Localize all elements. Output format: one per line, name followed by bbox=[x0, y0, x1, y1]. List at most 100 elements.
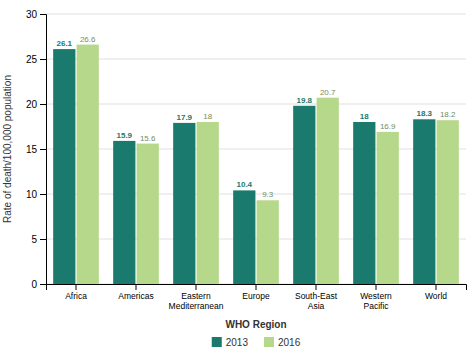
x-tick-label-line: Africa bbox=[65, 291, 87, 301]
x-tick-label-line: World bbox=[425, 291, 447, 301]
bars bbox=[53, 45, 459, 284]
y-tick-mark bbox=[40, 194, 46, 195]
data-label: 15.9 bbox=[117, 131, 133, 140]
y-tick-mark bbox=[40, 59, 46, 60]
y-tick: 15 bbox=[26, 144, 46, 155]
grid-line bbox=[46, 59, 466, 60]
bar bbox=[77, 45, 99, 284]
plot: 0 5 10 15 20 25 30 Africa Americas EasternMediter… bbox=[2, 9, 467, 330]
legend: 2013 2016 bbox=[212, 337, 301, 348]
x-tick-label: Europe bbox=[242, 291, 270, 301]
x-tick-mark bbox=[256, 284, 257, 290]
x-tick-mark bbox=[76, 284, 77, 290]
legend-swatch bbox=[264, 337, 274, 347]
data-label: 18 bbox=[203, 112, 212, 121]
data-label: 10.4 bbox=[237, 180, 253, 189]
x-tick-label-line: Mediterranean bbox=[169, 301, 224, 311]
data-label: 9.3 bbox=[262, 190, 274, 199]
grid-line bbox=[46, 104, 466, 105]
bar bbox=[197, 122, 219, 284]
bar bbox=[377, 132, 399, 284]
bar-series bbox=[77, 45, 459, 284]
y-tick-label: 20 bbox=[26, 99, 38, 110]
x-tick-label: World bbox=[425, 291, 447, 301]
x-tick-mark bbox=[436, 284, 437, 290]
x-tick: WesternPacific bbox=[360, 284, 392, 311]
x-tick: Europe bbox=[242, 284, 270, 301]
legend-label: 2013 bbox=[226, 337, 249, 348]
y-tick-mark bbox=[40, 239, 46, 240]
y-axis: 0 5 10 15 20 25 30 bbox=[26, 9, 47, 290]
y-tick-mark bbox=[40, 284, 46, 285]
x-tick: South-EastAsia bbox=[295, 284, 338, 311]
grid-line bbox=[46, 239, 466, 240]
x-tick: World bbox=[425, 284, 447, 301]
data-label: 26.6 bbox=[80, 35, 96, 44]
x-tick-label-line: Americas bbox=[118, 291, 153, 301]
x-tick: EasternMediterranean bbox=[169, 284, 224, 311]
bar bbox=[53, 49, 75, 284]
y-tick-label: 5 bbox=[31, 234, 37, 245]
x-tick-mark bbox=[376, 284, 377, 290]
y-tick: 30 bbox=[26, 9, 46, 20]
chart: 0 5 10 15 20 25 30 Africa Americas EasternMediter… bbox=[0, 0, 474, 358]
legend-item: 2013 bbox=[212, 337, 249, 348]
x-tick-label-line: Eastern bbox=[181, 291, 211, 301]
x-tick-label: South-EastAsia bbox=[295, 291, 338, 311]
x-axis-title: WHO Region bbox=[225, 319, 286, 330]
x-tick-mark bbox=[196, 284, 197, 290]
y-tick-mark bbox=[40, 14, 46, 15]
x-tick-label-line: Europe bbox=[242, 291, 270, 301]
y-tick: 10 bbox=[26, 189, 46, 200]
x-axis-line bbox=[47, 285, 467, 291]
bar bbox=[437, 120, 459, 284]
x-tick-label: WesternPacific bbox=[360, 291, 392, 311]
data-label: 18 bbox=[360, 112, 369, 121]
grid bbox=[46, 14, 466, 284]
x-axis: Africa Americas EasternMediterranean Europe… bbox=[47, 284, 467, 311]
grid-line bbox=[46, 194, 466, 195]
grid-line bbox=[46, 149, 466, 150]
bar bbox=[413, 119, 435, 284]
x-tick-label-line: Pacific bbox=[363, 301, 389, 311]
x-tick-label-line: Western bbox=[360, 291, 392, 301]
bar bbox=[293, 106, 315, 284]
x-tick: Africa bbox=[65, 284, 87, 301]
x-tick-mark bbox=[136, 284, 137, 290]
data-label: 19.8 bbox=[297, 96, 313, 105]
legend-item: 2016 bbox=[264, 337, 301, 348]
data-label: 18.3 bbox=[417, 109, 433, 118]
legend-swatch bbox=[212, 337, 222, 347]
data-label: 20.7 bbox=[320, 88, 336, 97]
y-tick-label: 25 bbox=[26, 54, 38, 65]
x-tick-label-line: Asia bbox=[308, 301, 325, 311]
y-tick: 0 bbox=[31, 279, 46, 290]
y-tick: 20 bbox=[26, 99, 46, 110]
x-tick-label: EasternMediterranean bbox=[169, 291, 224, 311]
y-tick-label: 10 bbox=[26, 189, 38, 200]
data-label: 18.2 bbox=[440, 110, 456, 119]
x-tick-label: Americas bbox=[118, 291, 153, 301]
y-tick-mark bbox=[40, 149, 46, 150]
bar bbox=[113, 141, 135, 284]
bar bbox=[353, 122, 375, 284]
y-axis-title: Rate of death/100,000 population bbox=[2, 75, 13, 223]
x-tick-label-line: South-East bbox=[295, 291, 338, 301]
bar-series bbox=[53, 49, 435, 284]
y-tick-label: 15 bbox=[26, 144, 38, 155]
x-tick: Americas bbox=[118, 284, 153, 301]
y-tick-label: 0 bbox=[31, 279, 37, 290]
data-label: 17.9 bbox=[177, 113, 193, 122]
y-tick: 5 bbox=[31, 234, 46, 245]
y-tick-label: 30 bbox=[26, 9, 38, 20]
data-label: 26.1 bbox=[57, 39, 73, 48]
bar bbox=[137, 144, 159, 284]
data-label: 15.6 bbox=[140, 134, 156, 143]
y-tick-mark bbox=[40, 104, 46, 105]
bar bbox=[173, 123, 195, 284]
y-tick: 25 bbox=[26, 54, 46, 65]
bar bbox=[257, 200, 279, 284]
bar bbox=[317, 98, 339, 284]
x-tick-mark bbox=[316, 284, 317, 290]
x-tick-label: Africa bbox=[65, 291, 87, 301]
